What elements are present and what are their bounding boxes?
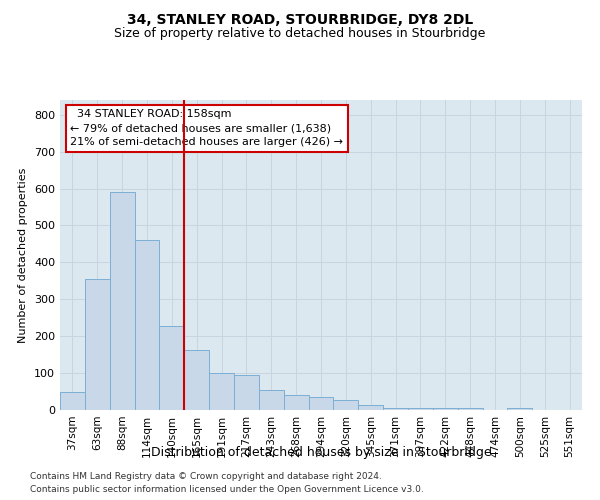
Bar [85, 279, 110, 410]
Bar [383, 408, 408, 410]
Bar [284, 394, 308, 410]
Bar [160, 326, 184, 410]
Text: 34, STANLEY ROAD, STOURBRIDGE, DY8 2DL: 34, STANLEY ROAD, STOURBRIDGE, DY8 2DL [127, 12, 473, 26]
Bar [234, 375, 259, 410]
Bar [259, 390, 284, 410]
Bar [209, 373, 234, 410]
Bar [184, 350, 209, 410]
Bar [60, 392, 85, 410]
Text: Contains public sector information licensed under the Open Government Licence v3: Contains public sector information licen… [30, 485, 424, 494]
Bar [308, 397, 334, 410]
Bar [508, 408, 532, 410]
Text: Distribution of detached houses by size in Stourbridge: Distribution of detached houses by size … [151, 446, 491, 459]
Text: 34 STANLEY ROAD: 158sqm
← 79% of detached houses are smaller (1,638)
21% of semi: 34 STANLEY ROAD: 158sqm ← 79% of detache… [70, 110, 343, 148]
Bar [134, 240, 160, 410]
Bar [110, 192, 134, 410]
Bar [408, 408, 433, 410]
Bar [433, 408, 458, 410]
Y-axis label: Number of detached properties: Number of detached properties [19, 168, 28, 342]
Bar [334, 400, 358, 410]
Text: Contains HM Land Registry data © Crown copyright and database right 2024.: Contains HM Land Registry data © Crown c… [30, 472, 382, 481]
Text: Size of property relative to detached houses in Stourbridge: Size of property relative to detached ho… [115, 28, 485, 40]
Bar [358, 405, 383, 410]
Bar [458, 408, 482, 410]
